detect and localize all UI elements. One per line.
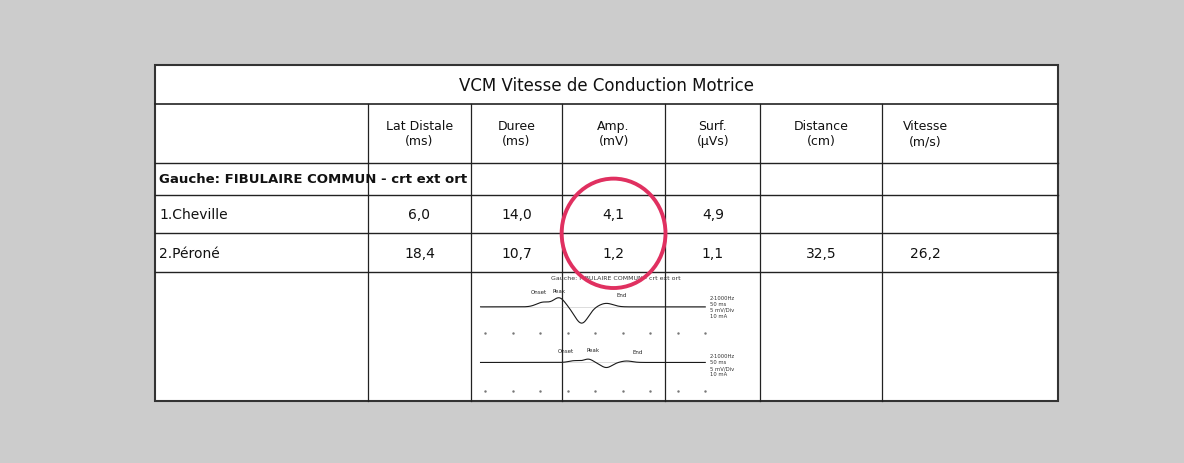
Text: Gauche: FIBULAIRE COMMUN - crt ext ort: Gauche: FIBULAIRE COMMUN - crt ext ort <box>551 275 681 280</box>
Bar <box>471 272 760 401</box>
Text: Vitesse
(m/s): Vitesse (m/s) <box>902 120 947 148</box>
Text: Onset: Onset <box>558 348 574 353</box>
Text: 14,0: 14,0 <box>501 207 532 221</box>
Text: Distance
(cm): Distance (cm) <box>793 120 849 148</box>
Text: Amp.
(mV): Amp. (mV) <box>597 120 630 148</box>
Text: 2·1000Hz
50 ms
5 mV/Div
10 mA: 2·1000Hz 50 ms 5 mV/Div 10 mA <box>710 295 735 318</box>
Text: VCM Vitesse de Conduction Motrice: VCM Vitesse de Conduction Motrice <box>459 76 754 94</box>
Text: Peak: Peak <box>553 288 566 293</box>
Text: End: End <box>632 349 643 354</box>
Text: 4,9: 4,9 <box>702 207 723 221</box>
Text: Lat Distale
(ms): Lat Distale (ms) <box>386 120 453 148</box>
Text: 4,1: 4,1 <box>603 207 625 221</box>
Text: Peak: Peak <box>586 347 599 352</box>
Text: Surf.
(μVs): Surf. (μVs) <box>696 120 729 148</box>
Text: 18,4: 18,4 <box>404 246 435 260</box>
Text: 1,1: 1,1 <box>702 246 723 260</box>
Text: 2·1000Hz
50 ms
5 mV/Div
10 mA: 2·1000Hz 50 ms 5 mV/Div 10 mA <box>710 354 735 376</box>
Text: 2.Péroné: 2.Péroné <box>159 246 220 260</box>
Text: 6,0: 6,0 <box>408 207 431 221</box>
Text: 10,7: 10,7 <box>501 246 532 260</box>
Text: Duree
(ms): Duree (ms) <box>497 120 535 148</box>
Text: Gauche: FIBULAIRE COMMUN - crt ext ort: Gauche: FIBULAIRE COMMUN - crt ext ort <box>159 173 468 186</box>
Text: 1.Cheville: 1.Cheville <box>159 207 227 221</box>
Text: Onset: Onset <box>530 289 547 294</box>
Text: 26,2: 26,2 <box>909 246 940 260</box>
Text: 1,2: 1,2 <box>603 246 625 260</box>
Text: End: End <box>617 292 628 297</box>
Text: 32,5: 32,5 <box>806 246 837 260</box>
